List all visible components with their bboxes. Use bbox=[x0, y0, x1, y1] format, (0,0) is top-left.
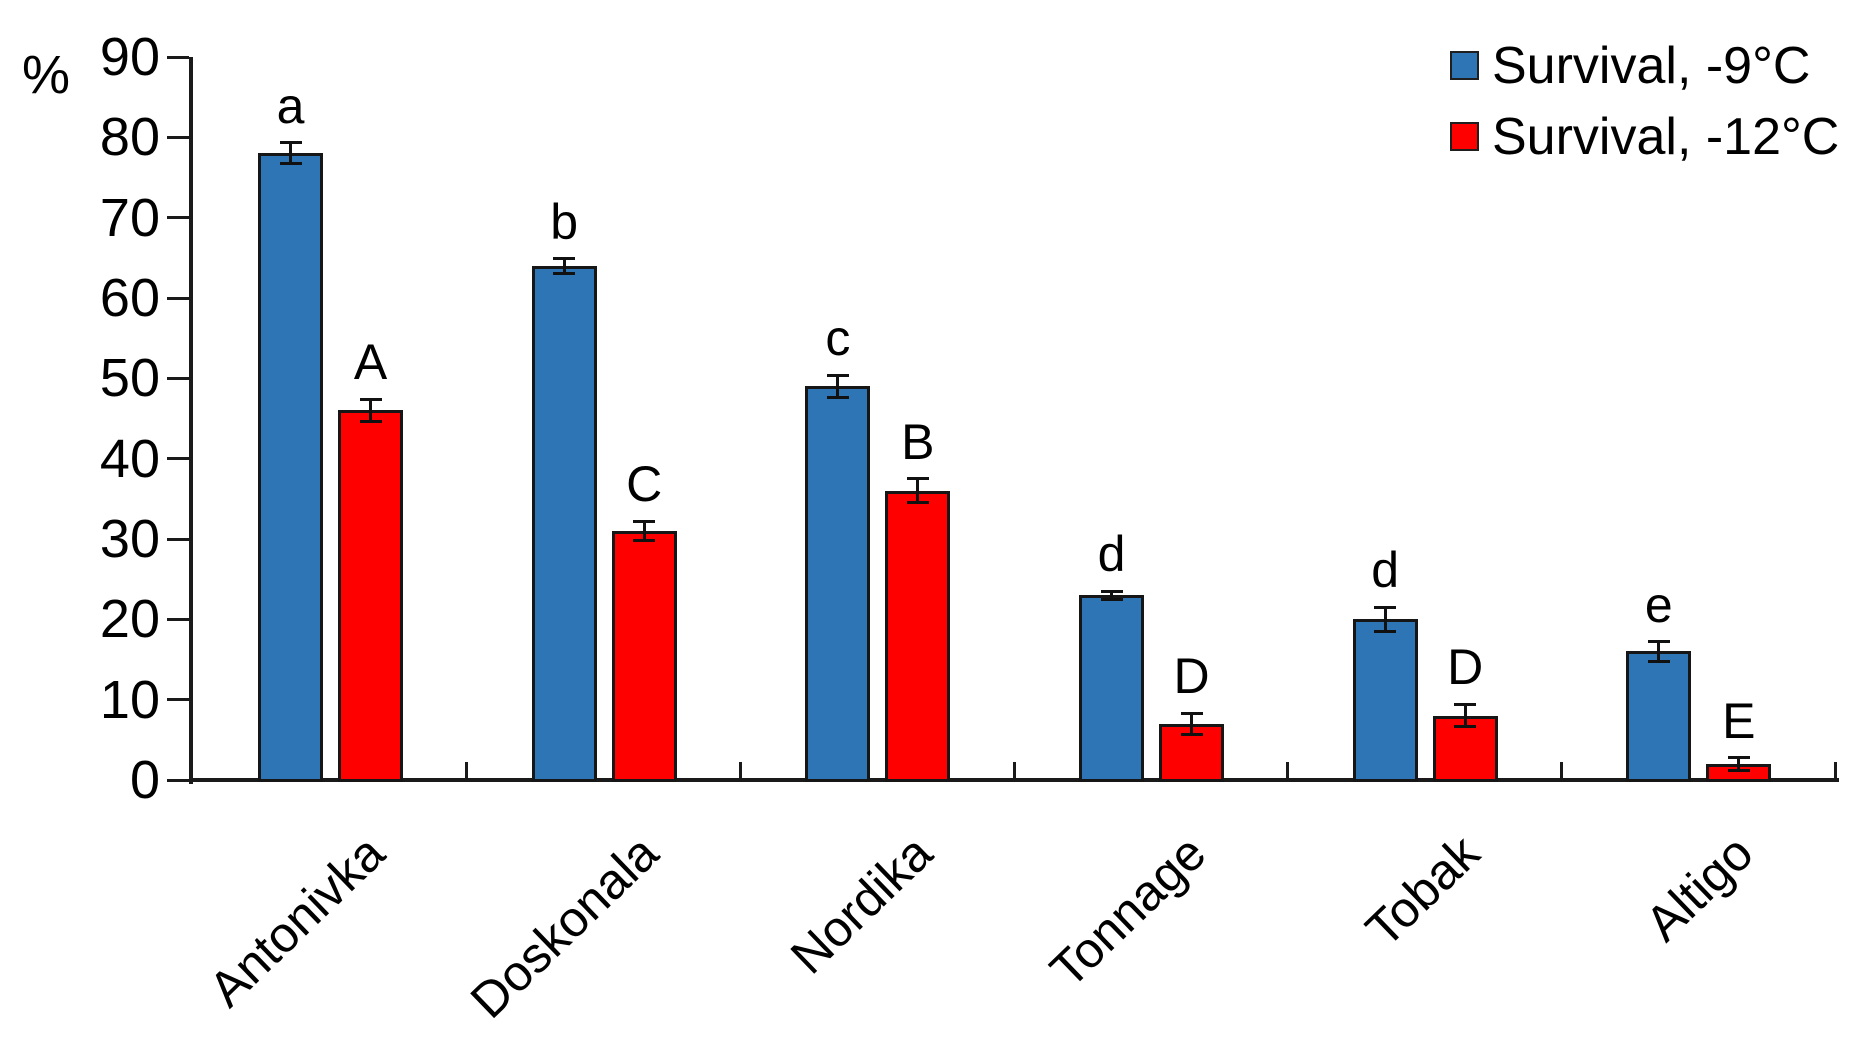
error-bar-doskonala-s1 bbox=[642, 521, 646, 541]
error-bar-cap bbox=[279, 141, 302, 145]
error-bar-cap bbox=[826, 396, 849, 400]
y-tick-label: 90 bbox=[99, 27, 160, 87]
legend-label-survival-12c: Survival, -12°C bbox=[1492, 107, 1840, 166]
category-label-tobak: Tobak bbox=[1355, 824, 1491, 958]
error-bar-cap bbox=[1374, 605, 1397, 609]
y-tick bbox=[167, 778, 189, 782]
category-label-altigo: Altigo bbox=[1634, 824, 1764, 952]
error-bar-cap bbox=[1647, 640, 1670, 644]
legend-item-survival-9c: Survival, -9°C bbox=[1450, 30, 1839, 101]
y-tick-label: 70 bbox=[99, 187, 160, 248]
y-tick-label: 80 bbox=[99, 107, 160, 168]
y-tick-label: 40 bbox=[99, 428, 160, 489]
bar-survival-9-c-tobak bbox=[1352, 619, 1418, 782]
y-tick-label: 60 bbox=[99, 268, 160, 328]
y-tick bbox=[167, 537, 189, 541]
bar-survival-12-c-antonivka bbox=[338, 410, 403, 782]
error-bar-tobak-s1 bbox=[1463, 704, 1467, 727]
legend-item-survival-12c: Survival, -12°C bbox=[1450, 101, 1839, 172]
significance-letter-nordika-s1: B bbox=[901, 413, 935, 470]
y-tick-label: 20 bbox=[99, 589, 160, 650]
error-bar-antonivka-s0 bbox=[289, 142, 292, 164]
error-bar-cap bbox=[1180, 732, 1203, 736]
bar-survival-9-c-antonivka bbox=[258, 153, 323, 782]
error-bar-cap bbox=[1454, 702, 1477, 706]
x-tick bbox=[1833, 762, 1837, 780]
error-bar-cap bbox=[1100, 589, 1123, 593]
significance-letter-altigo-s1: E bbox=[1722, 692, 1756, 749]
error-bar-cap bbox=[633, 539, 656, 543]
error-bar-cap bbox=[1374, 629, 1397, 633]
error-bar-cap bbox=[553, 271, 576, 275]
y-tick bbox=[167, 135, 189, 139]
error-bar-altigo-s0 bbox=[1657, 641, 1661, 662]
significance-letter-antonivka-s0: a bbox=[276, 77, 305, 134]
error-bar-antonivka-s1 bbox=[369, 399, 372, 422]
x-tick bbox=[1286, 762, 1290, 780]
error-bar-cap bbox=[906, 501, 929, 505]
significance-letter-nordika-s0: c bbox=[825, 310, 851, 367]
bar-survival-9-c-doskonala bbox=[531, 265, 597, 782]
error-bar-cap bbox=[359, 397, 382, 401]
y-tick bbox=[167, 376, 189, 380]
bar-survival-12-c-doskonala bbox=[611, 530, 677, 782]
y-tick bbox=[167, 617, 189, 621]
error-bar-nordika-s0 bbox=[836, 375, 840, 398]
x-tick bbox=[1559, 762, 1563, 780]
y-tick-label: 0 bbox=[129, 750, 160, 810]
y-tick-label: 10 bbox=[99, 669, 160, 730]
bar-survival-12-c-nordika bbox=[885, 490, 951, 782]
y-tick-label: 30 bbox=[99, 509, 160, 569]
category-label-nordika: Nordika bbox=[779, 824, 943, 985]
error-bar-cap bbox=[1727, 756, 1750, 759]
y-tick-label: 50 bbox=[99, 348, 160, 409]
y-tick bbox=[167, 55, 189, 59]
y-axis-unit-label: % bbox=[22, 45, 71, 105]
error-bar-cap bbox=[279, 162, 302, 166]
legend-label-survival-9c: Survival, -9°C bbox=[1492, 36, 1811, 95]
error-bar-cap bbox=[553, 257, 576, 261]
y-tick bbox=[167, 698, 189, 702]
category-label-antonivka: Antonivka bbox=[198, 824, 396, 1018]
y-tick bbox=[167, 457, 189, 461]
x-axis bbox=[189, 778, 1839, 782]
error-bar-cap bbox=[359, 420, 382, 424]
error-bar-tonnage-s1 bbox=[1190, 713, 1193, 735]
y-tick bbox=[167, 296, 189, 300]
error-bar-cap bbox=[1727, 768, 1750, 772]
error-bar-cap bbox=[1647, 659, 1670, 663]
bar-survival-9-c-nordika bbox=[805, 386, 871, 782]
legend-swatch-survival-9c bbox=[1450, 51, 1479, 80]
significance-letter-tobak-s0: d bbox=[1371, 542, 1400, 599]
error-bar-cap bbox=[633, 519, 656, 523]
significance-letter-antonivka-s1: A bbox=[353, 334, 388, 391]
error-bar-cap bbox=[1454, 725, 1477, 729]
x-tick bbox=[465, 762, 469, 780]
error-bar-altigo-s1 bbox=[1737, 757, 1741, 771]
error-bar-nordika-s1 bbox=[916, 478, 920, 503]
error-bar-tobak-s0 bbox=[1383, 607, 1387, 632]
significance-letter-tobak-s1: D bbox=[1447, 639, 1484, 696]
significance-letter-doskonala-s1: C bbox=[626, 456, 663, 513]
significance-letter-altigo-s0: e bbox=[1644, 576, 1673, 633]
error-bar-tonnage-s0 bbox=[1110, 591, 1113, 600]
legend: Survival, -9°C Survival, -12°C bbox=[1450, 30, 1839, 172]
y-axis bbox=[189, 57, 193, 784]
error-bar-cap bbox=[1100, 597, 1123, 601]
error-bar-cap bbox=[1180, 711, 1203, 715]
significance-letter-tonnage-s1: D bbox=[1173, 648, 1210, 705]
error-bar-doskonala-s0 bbox=[562, 258, 566, 274]
category-label-doskonala: Doskonala bbox=[460, 824, 670, 1029]
category-label-tonnage: Tonnage bbox=[1039, 824, 1217, 999]
y-tick bbox=[167, 216, 189, 220]
significance-letter-doskonala-s0: b bbox=[550, 193, 579, 250]
legend-swatch-survival-12c bbox=[1450, 122, 1479, 151]
error-bar-cap bbox=[906, 477, 929, 481]
error-bar-cap bbox=[826, 373, 849, 377]
x-tick bbox=[1012, 762, 1016, 780]
x-tick bbox=[738, 762, 742, 780]
significance-letter-tonnage-s0: d bbox=[1097, 526, 1126, 583]
